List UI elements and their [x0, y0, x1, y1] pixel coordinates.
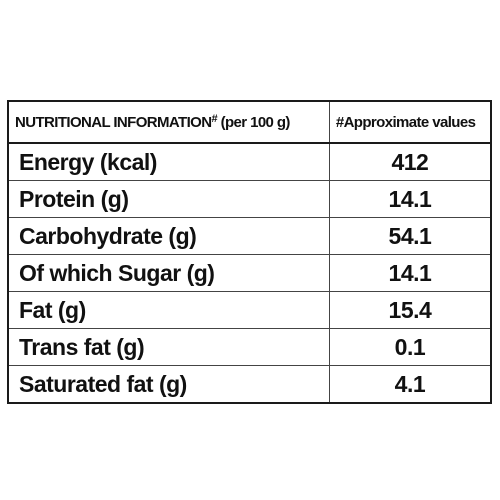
table-row-carbohydrate: Carbohydrate (g) 54.1 [7, 217, 492, 255]
table-row-energy: Energy (kcal) 412 [7, 142, 492, 181]
header-per-unit: (per 100 g) [217, 114, 291, 131]
nutrient-value: 0.1 [328, 328, 492, 366]
header-title: NUTRITIONAL INFORMATION [15, 114, 212, 131]
nutrient-name: Fat (g) [7, 291, 330, 329]
table-row-sugar: Of which Sugar (g) 14.1 [7, 254, 492, 292]
nutrient-name: Of which Sugar (g) [7, 254, 330, 292]
nutrient-name: Energy (kcal) [7, 142, 330, 181]
nutrient-name: Carbohydrate (g) [7, 217, 330, 255]
table-header-row: NUTRITIONAL INFORMATION# (per 100 g) #Ap… [7, 100, 492, 144]
header-footnote-mark: # [211, 113, 217, 125]
nutrient-value: 15.4 [328, 291, 492, 329]
header-approximate-values: #Approximate values [328, 100, 492, 144]
nutrient-value: 54.1 [328, 217, 492, 255]
table-row-saturated-fat: Saturated fat (g) 4.1 [7, 365, 492, 404]
nutrient-value: 4.1 [328, 365, 492, 404]
nutrient-value: 14.1 [328, 180, 492, 218]
nutrient-value: 14.1 [328, 254, 492, 292]
nutrient-name: Protein (g) [7, 180, 330, 218]
table-row-trans-fat: Trans fat (g) 0.1 [7, 328, 492, 366]
header-nutritional-information: NUTRITIONAL INFORMATION# (per 100 g) [7, 100, 330, 144]
nutrient-value: 412 [328, 142, 492, 181]
nutrient-name: Saturated fat (g) [7, 365, 330, 404]
table-row-protein: Protein (g) 14.1 [7, 180, 492, 218]
nutrient-name: Trans fat (g) [7, 328, 330, 366]
nutrition-facts-table: NUTRITIONAL INFORMATION# (per 100 g) #Ap… [7, 100, 492, 404]
table-row-fat: Fat (g) 15.4 [7, 291, 492, 329]
